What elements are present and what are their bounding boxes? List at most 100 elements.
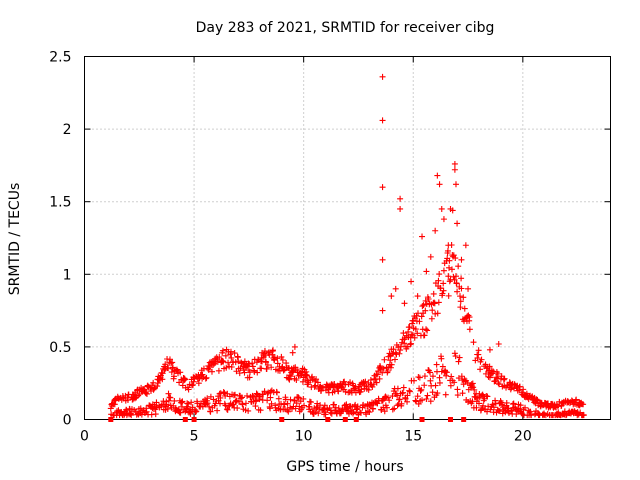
gap-marker (325, 417, 331, 422)
data-point (221, 389, 228, 396)
data-point (330, 401, 337, 408)
data-point (405, 328, 412, 335)
data-point (436, 379, 443, 386)
data-point (457, 293, 464, 300)
data-point (465, 285, 472, 292)
gap-marker (419, 417, 425, 422)
data-point (268, 400, 275, 407)
data-point (458, 285, 465, 292)
data-point (451, 379, 458, 386)
data-point (315, 410, 322, 417)
data-point (379, 256, 386, 263)
data-point (234, 405, 241, 412)
data-point (475, 347, 482, 354)
y-tick-label: 2.5 (49, 50, 71, 66)
data-point (447, 382, 454, 389)
data-point (383, 404, 390, 411)
data-point (249, 360, 256, 367)
data-point (424, 392, 431, 399)
data-point (385, 394, 392, 401)
data-point (216, 354, 223, 361)
data-point (275, 395, 282, 402)
data-point (295, 394, 302, 401)
data-point (419, 397, 426, 404)
data-point (419, 303, 426, 310)
data-point (320, 384, 327, 391)
data-point (181, 376, 188, 383)
data-point (446, 264, 453, 271)
y-tick-label: 0 (63, 413, 72, 429)
data-point (253, 397, 260, 404)
data-point (382, 393, 389, 400)
data-point (292, 405, 299, 412)
y-tick-label: 1 (63, 267, 72, 283)
data-point (422, 307, 429, 314)
data-point (274, 389, 281, 396)
data-point (400, 330, 407, 337)
data-point (406, 388, 413, 395)
data-point (473, 404, 480, 411)
data-point (231, 350, 238, 357)
data-point (328, 410, 335, 417)
data-point (380, 365, 387, 372)
data-point (264, 361, 271, 368)
data-point (480, 402, 487, 409)
data-point (410, 377, 417, 384)
data-point (456, 354, 463, 361)
data-point (264, 390, 271, 397)
data-point (280, 367, 287, 374)
data-point (254, 369, 261, 376)
data-point (379, 184, 386, 191)
data-point (423, 268, 430, 275)
data-point (427, 369, 434, 376)
data-point (168, 369, 175, 376)
data-point (238, 394, 245, 401)
data-point (167, 394, 174, 401)
data-point (241, 358, 248, 365)
data-point (189, 381, 196, 388)
data-point (237, 395, 244, 402)
data-point (366, 409, 373, 416)
data-point (171, 397, 178, 404)
data-point (454, 386, 461, 393)
data-point (495, 380, 502, 387)
data-point (391, 356, 398, 363)
data-point (486, 374, 493, 381)
data-point (204, 400, 211, 407)
data-point (227, 348, 234, 355)
data-point (295, 394, 302, 401)
data-point (246, 374, 253, 381)
data-point (379, 307, 386, 314)
data-point (429, 307, 436, 314)
data-point (222, 352, 229, 359)
data-point (164, 405, 171, 412)
data-point (490, 404, 497, 411)
data-point (451, 166, 458, 173)
data-point (379, 117, 386, 124)
data-point (435, 299, 442, 306)
data-point (255, 356, 262, 363)
data-point (235, 358, 242, 365)
data-point (436, 181, 443, 188)
data-point (173, 366, 180, 373)
data-point (165, 397, 172, 404)
data-point (312, 408, 319, 415)
data-point (454, 288, 461, 295)
data-point (457, 304, 464, 311)
data-point (169, 364, 176, 371)
data-point (401, 300, 408, 307)
gap-marker (108, 417, 114, 422)
data-point (448, 373, 455, 380)
y-tick-label: 0.5 (49, 340, 71, 356)
data-point (292, 364, 299, 371)
data-point (489, 401, 496, 408)
data-point (427, 398, 434, 405)
data-point (416, 318, 423, 325)
data-point (278, 353, 285, 360)
data-point (454, 392, 461, 399)
data-point (452, 255, 459, 262)
data-point (365, 386, 372, 393)
data-point (179, 398, 186, 405)
data-point (443, 369, 450, 376)
data-point (415, 400, 422, 407)
